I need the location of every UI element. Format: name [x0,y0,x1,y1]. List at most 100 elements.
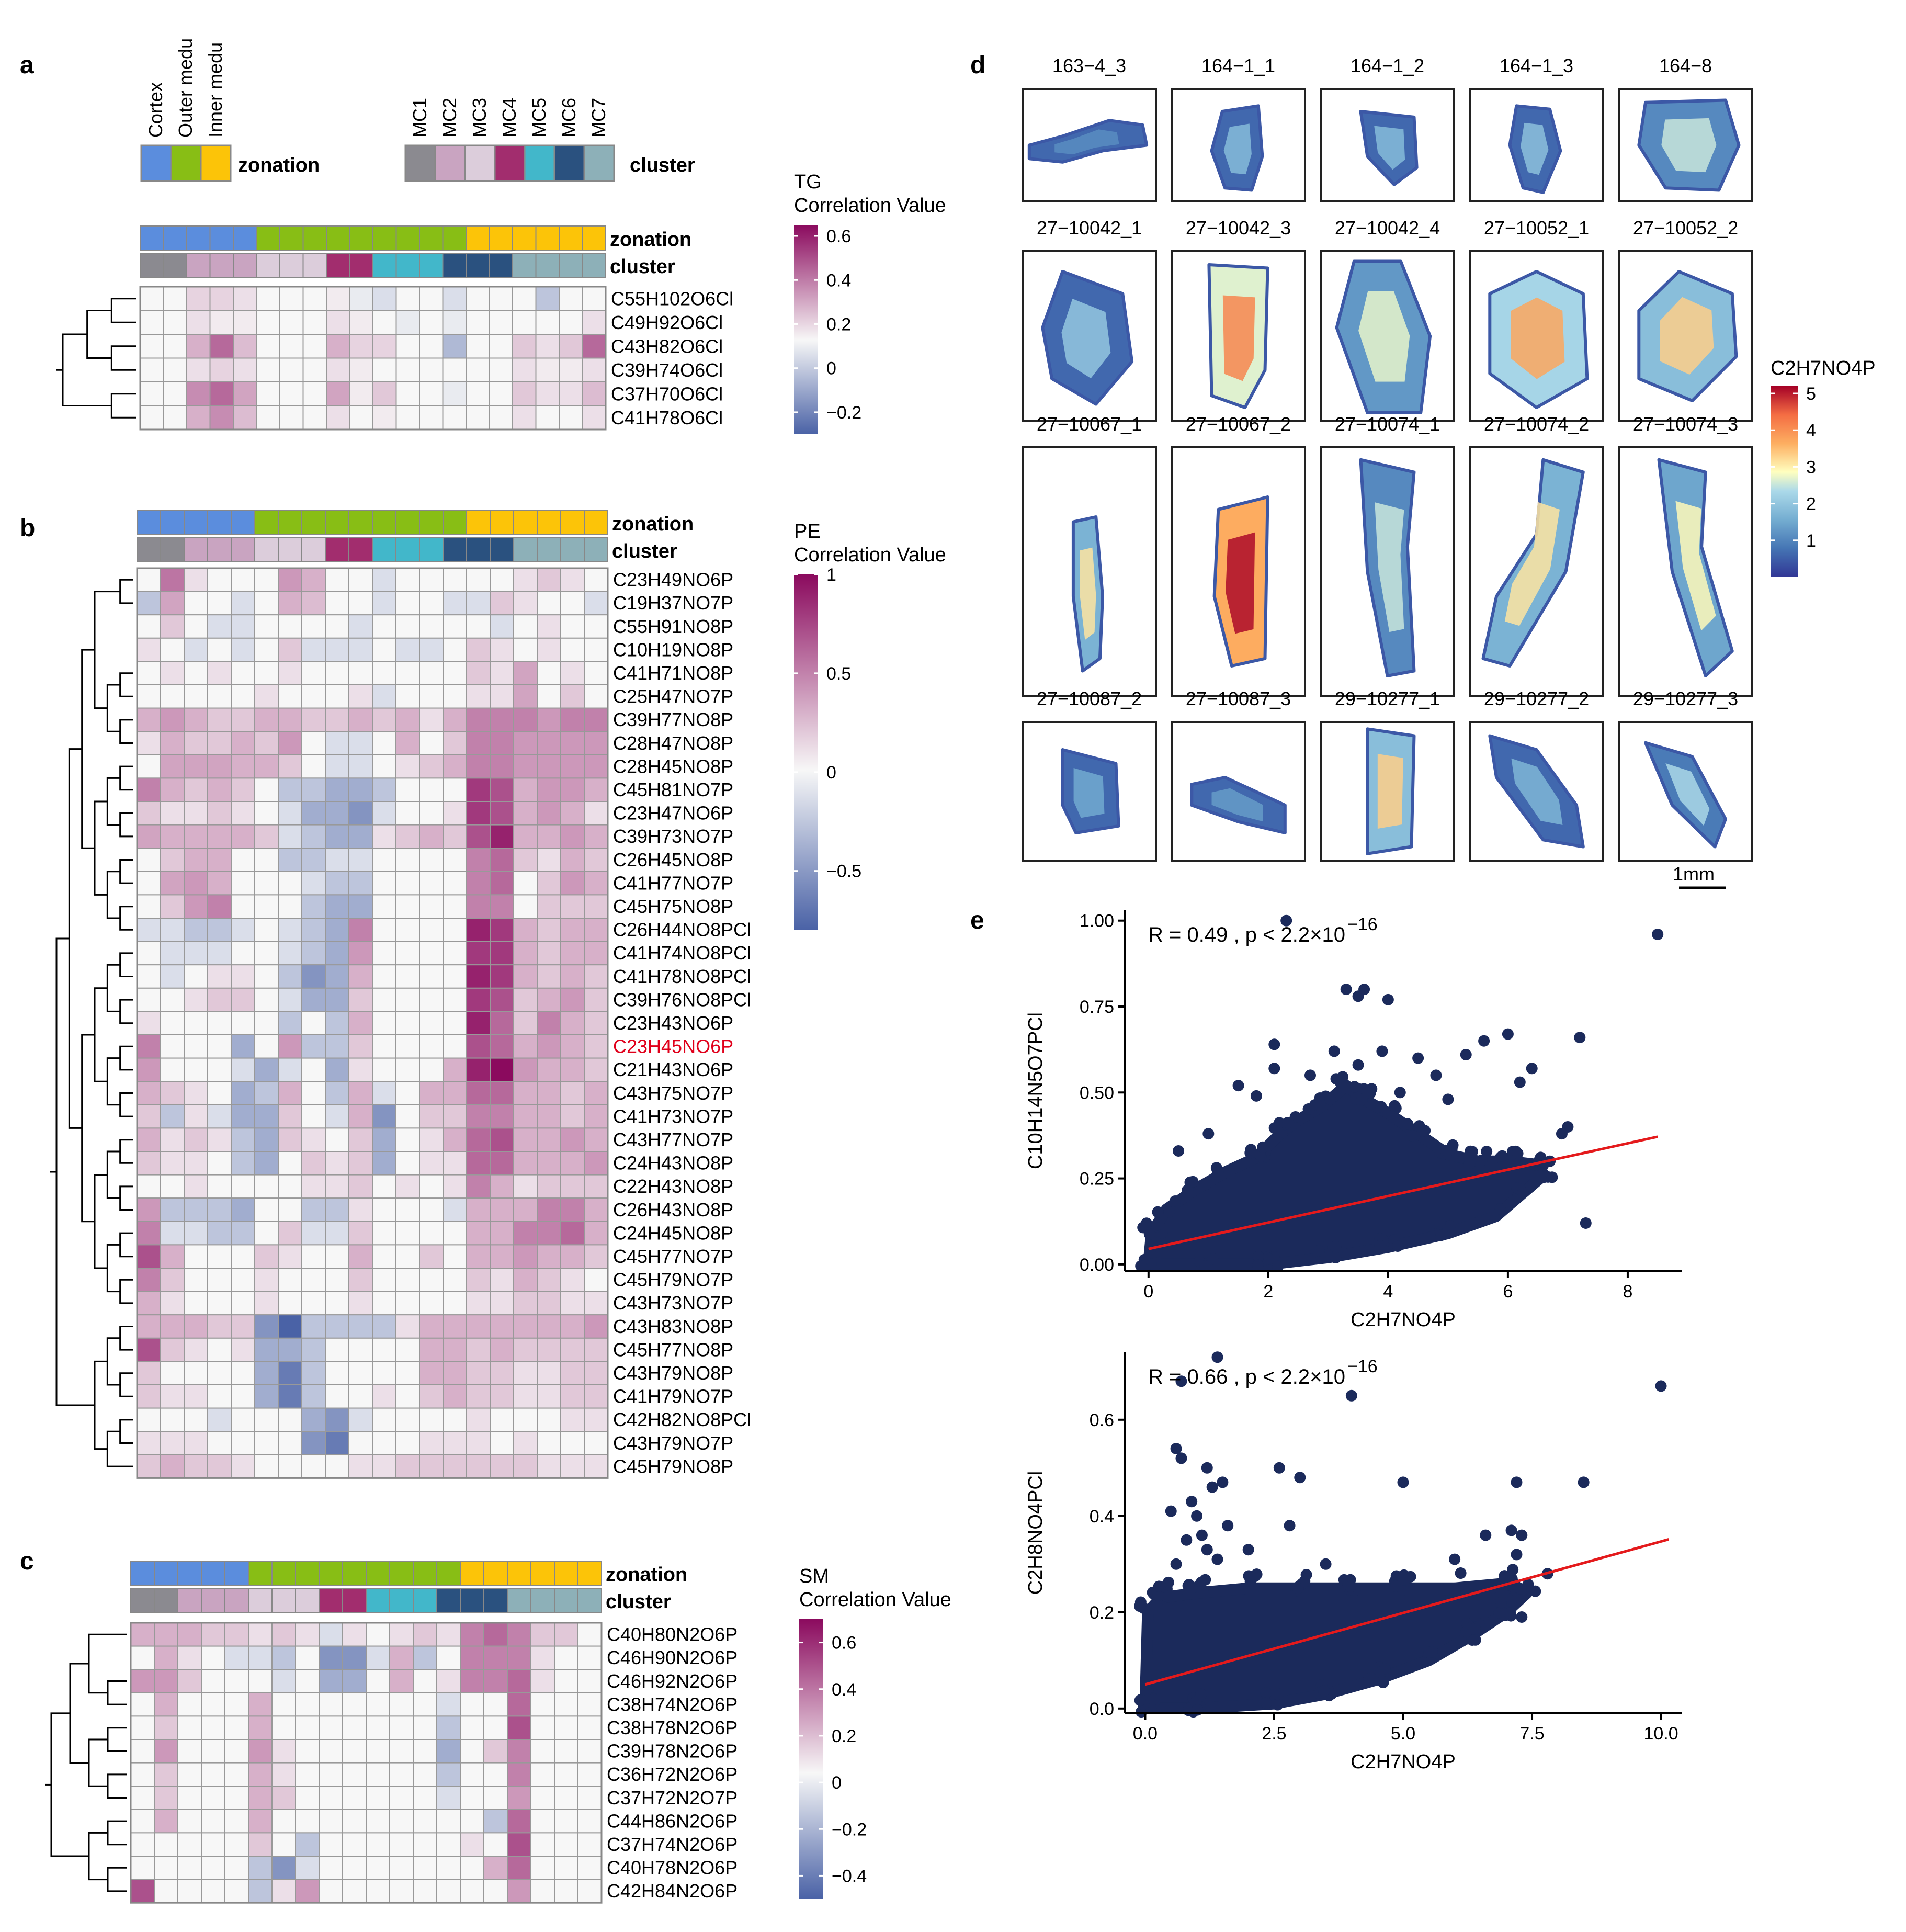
row-label: C41H78NO8PCl [613,966,751,987]
heatmap-cell [137,871,161,896]
heatmap-cell [278,1034,302,1059]
sample-label: 27−10042_1 [1037,217,1142,239]
heatmap-cell [301,1174,326,1199]
heatmap-cell [466,941,491,966]
heatmap-cell [554,1856,578,1880]
zonation-cell [577,1561,602,1586]
heatmap-cell [137,1221,161,1246]
heatmap-cell [325,591,349,616]
heatmap-cell [443,684,467,709]
heatmap-cell [137,1407,161,1432]
heatmap-cell [301,591,326,616]
heatmap-cell [537,848,561,872]
data-point [1314,1096,1326,1108]
heatmap-cell [207,1268,232,1292]
heatmap-cell [560,871,585,896]
dendrogram-branch [110,298,136,323]
heatmap-cell [466,1197,491,1222]
heatmap-cell [419,1011,444,1036]
heatmap-cell [507,1692,531,1717]
heatmap-cell [207,1174,232,1199]
heatmap-cell [537,754,561,779]
data-point [1137,1222,1149,1234]
cluster-cell [184,537,208,562]
heatmap-cell [419,777,444,803]
sample-label: 29−10277_1 [1335,688,1440,709]
heatmap-cell [279,286,304,311]
heatmap-cell [372,310,397,335]
heatmap-cell [348,661,373,686]
heatmap-cell [278,987,302,1012]
heatmap-cell [256,357,280,382]
tissue-core [1377,754,1403,829]
y-tick-label: 0.00 [1080,1255,1114,1275]
row-label: C37H72N2O7P [607,1787,738,1809]
heatmap-cell [389,1809,414,1834]
heatmap-cell [584,1221,608,1246]
heatmap-cell [160,941,185,966]
heatmap-cell [201,1692,225,1717]
heatmap-cell [372,1127,396,1152]
heatmap-cell [301,871,326,896]
heatmap-cell [535,310,560,335]
heatmap-cell [490,614,514,639]
heatmap-cell [130,1715,155,1740]
heatmap-cell [224,1715,249,1740]
cluster-cell [342,1588,367,1613]
heatmap-cell [184,894,208,919]
cluster-cell [460,1588,484,1613]
heatmap-cell [490,1081,514,1105]
heatmap-cell [233,357,257,382]
dendrogram-branch [110,345,136,371]
heatmap-cell [184,801,208,826]
heatmap-cell [256,286,280,311]
heatmap-cell [372,684,396,709]
heatmap-cell [130,1832,155,1857]
heatmap-cell [154,1645,178,1670]
heatmap-cell [160,684,185,709]
data-point [1412,1052,1424,1064]
heatmap-cell [466,848,491,872]
heatmap-cell [372,1407,396,1432]
heatmap-cell [348,894,373,919]
dendrogram-branch [106,1057,120,1106]
heatmap-cell [137,684,161,709]
zonation-cell [466,510,491,535]
heatmap-cell [209,357,234,382]
heatmap-cell [460,1832,484,1857]
heatmap-cell [443,1104,467,1129]
dendrogram-branch [106,777,120,826]
heatmap-cell [248,1715,273,1740]
heatmap-cell [372,1244,396,1269]
heatmap-cell [325,661,349,686]
heatmap-cell [137,731,161,755]
heatmap-cell [140,381,164,406]
heatmap-cell [395,1197,420,1222]
heatmap-cell [137,1384,161,1409]
cluster-cell [209,253,234,278]
heatmap-cell [342,1739,367,1764]
cluster-bar-label: cluster [612,540,677,562]
heatmap-cell [513,1454,538,1479]
cluster-cell [279,253,304,278]
heatmap-cell [231,1197,255,1222]
heatmap-cell [554,1879,578,1904]
data-point [1217,1476,1229,1488]
heatmap-cell [507,1762,531,1787]
y-tick-label: 0.6 [1090,1410,1114,1430]
heatmap-cell [560,801,585,826]
heatmap-cell [436,1762,461,1787]
dendrogram-branch [88,1832,108,1881]
tissue-core [1211,788,1263,822]
sample-label: 27−10042_4 [1335,217,1440,239]
data-point [1252,1259,1264,1271]
sample-label: 27−10074_3 [1633,413,1738,435]
heatmap-cell [160,591,185,616]
heatmap-cell [209,286,234,311]
heatmap-cell [160,1104,185,1129]
zonation-cell [130,1561,155,1586]
heatmap-cell [160,801,185,826]
heatmap-cell [559,381,583,406]
